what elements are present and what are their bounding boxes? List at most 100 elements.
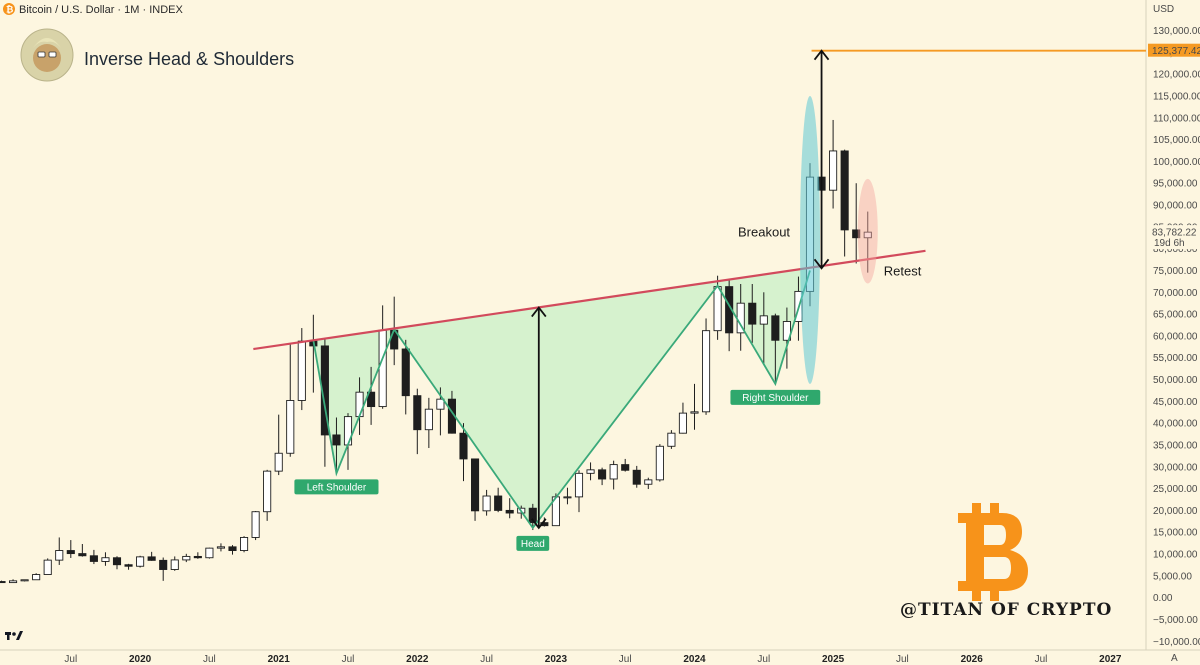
target-projection-arrow-head-top — [813, 49, 830, 61]
time-tick-label: 2024 — [683, 654, 706, 665]
candle-body — [771, 315, 780, 341]
candle-body — [205, 547, 214, 559]
price-tick-label: 80,000.00 — [1153, 244, 1198, 255]
candle-body — [286, 400, 295, 454]
tradingview-logo-icon[interactable]: 17 — [0, 0, 23, 640]
price-tick-label: 55,000.00 — [1153, 353, 1198, 364]
time-tick-label: Jul — [342, 654, 355, 665]
candle-body — [863, 231, 872, 239]
time-tick-label: Jul — [1035, 654, 1048, 665]
candle-body — [644, 479, 653, 485]
currency-label[interactable]: USD — [1153, 4, 1174, 15]
bitcoin-small-icon-glyph: ₿ — [6, 5, 13, 15]
candle-body — [89, 555, 98, 562]
time-tick-label: Jul — [64, 654, 77, 665]
candle-body — [147, 556, 156, 561]
price-tick-label: −10,000.00 — [1153, 637, 1200, 648]
candle-body — [609, 464, 618, 480]
breakout-ellipse — [800, 95, 820, 384]
candle-body — [436, 398, 445, 410]
candle-body — [367, 391, 376, 408]
time-tick-label: 2020 — [129, 654, 152, 665]
time-tick-label: 2025 — [822, 654, 845, 665]
candle-body — [0, 581, 6, 584]
watermark: @TITAN OF CRYPTO — [900, 600, 1112, 620]
candle-body — [690, 411, 699, 414]
price-axis[interactable]: 130,000.00125,000.00120,000.00115,000.00… — [1148, 26, 1200, 648]
price-tick-label: 90,000.00 — [1153, 201, 1198, 212]
target-price-label[interactable]: 125,377.42 — [1148, 43, 1200, 58]
target-projection-arrow-head-bottom — [813, 258, 830, 270]
candle-body — [586, 469, 595, 474]
candle-body — [482, 495, 491, 512]
head-height-arrow-head-top — [531, 306, 547, 318]
head-height-arrow-head-bottom — [531, 518, 547, 530]
symbol-header[interactable]: ₿ Bitcoin / U.S. Dollar · 1M · INDEX — [3, 3, 183, 16]
pattern-fill-area — [313, 267, 810, 528]
price-tick-label: 65,000.00 — [1153, 310, 1198, 321]
candle-body — [678, 412, 687, 434]
time-tick-label: 2023 — [545, 654, 568, 665]
candle-body — [216, 546, 226, 549]
price-scale-background[interactable] — [1146, 0, 1200, 665]
symbol-title: Bitcoin / U.S. Dollar · 1M · INDEX — [19, 4, 183, 16]
candle-body — [563, 496, 572, 499]
auto-scale-button[interactable]: A — [1171, 653, 1178, 664]
candle-body — [43, 559, 52, 575]
price-tick-label: 75,000.00 — [1153, 266, 1198, 277]
chart-title: Inverse Head & Shoulders — [84, 49, 294, 69]
time-axis[interactable]: Jul 2020 Jul 2021 Jul 2022 Jul 2023 Jul 2024 Jul 20… — [64, 654, 1121, 665]
price-tick-label: 20,000.00 — [1153, 506, 1198, 517]
candle-body — [748, 302, 757, 325]
price-tick-label: 110,000.00 — [1153, 113, 1200, 124]
bitcoin-logo-icon — [958, 503, 1028, 601]
price-tick-label: 35,000.00 — [1153, 440, 1198, 451]
time-tick-label: 2027 — [1099, 654, 1122, 665]
candle-body — [713, 286, 722, 332]
retest-ellipse — [857, 178, 878, 284]
price-tick-label: 70,000.00 — [1153, 288, 1198, 299]
candle-body — [136, 556, 145, 567]
price-tick-label: 115,000.00 — [1153, 91, 1200, 102]
candle-body — [574, 472, 584, 498]
candle-body — [667, 432, 676, 447]
price-tick-label: 15,000.00 — [1153, 528, 1198, 539]
candle-body — [193, 555, 202, 559]
candle-body — [505, 509, 514, 514]
pattern-line — [312, 270, 811, 530]
candle-body — [239, 536, 249, 551]
price-tick-label: 50,000.00 — [1153, 375, 1198, 386]
head-badge-bg — [516, 535, 550, 551]
current-price-bg — [1148, 225, 1200, 250]
time-tick-label: Jul — [480, 654, 493, 665]
retest-label: Retest — [884, 264, 922, 279]
bitcoin-small-icon — [3, 3, 15, 15]
candle-body — [782, 321, 791, 341]
candle-body — [159, 559, 168, 570]
left-shoulder-badge-bg — [294, 479, 379, 495]
candle-body — [355, 391, 364, 418]
candle-body — [840, 150, 849, 231]
candle-body — [297, 340, 306, 401]
price-tick-label: 0.00 — [1153, 593, 1173, 604]
target-price-text: 125,377.42 — [1152, 46, 1200, 57]
left-shoulder-badge-text: Left Shoulder — [307, 482, 367, 493]
right-shoulder-badge-text: Right Shoulder — [742, 393, 809, 404]
candle-body — [528, 507, 537, 524]
candle-body — [228, 546, 237, 551]
price-tick-label: 40,000.00 — [1153, 419, 1198, 430]
head-badge-text: Head — [521, 539, 545, 550]
candle-body — [494, 495, 503, 511]
price-tick-label: 10,000.00 — [1153, 550, 1198, 561]
candle-body — [78, 553, 87, 557]
time-tick-label: 2021 — [268, 654, 291, 665]
candle-body — [598, 469, 607, 480]
time-tick-label: Jul — [896, 654, 909, 665]
candle-body — [378, 329, 387, 408]
candle-body — [343, 416, 353, 446]
price-tick-label: 45,000.00 — [1153, 397, 1198, 408]
candle-body — [401, 348, 410, 397]
candle-body — [702, 330, 711, 413]
